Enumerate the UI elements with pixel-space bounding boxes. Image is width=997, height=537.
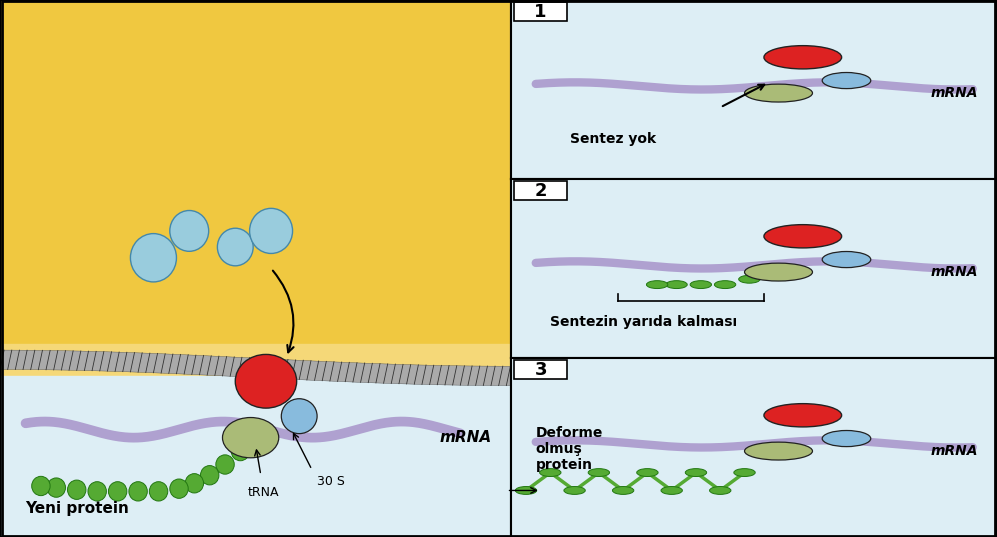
FancyBboxPatch shape [513,2,567,21]
Circle shape [88,482,107,501]
Ellipse shape [745,263,813,281]
Text: Sentez yok: Sentez yok [569,132,656,146]
Text: mRNA: mRNA [930,265,978,279]
Circle shape [169,479,188,498]
Text: tRNA: tRNA [247,486,279,499]
Ellipse shape [823,251,870,267]
Ellipse shape [235,354,297,408]
Ellipse shape [222,418,279,458]
Ellipse shape [745,84,813,102]
Text: Yeni protein: Yeni protein [26,500,130,516]
Text: 3: 3 [534,361,546,379]
Circle shape [150,482,167,501]
Circle shape [612,487,634,495]
Circle shape [710,487,731,495]
Text: Sentezin yarıda kalması: Sentezin yarıda kalması [550,315,738,329]
Circle shape [47,478,66,497]
Text: 2: 2 [534,182,546,200]
Circle shape [231,441,249,461]
Circle shape [200,466,219,485]
Circle shape [32,476,50,496]
Circle shape [715,281,736,288]
Circle shape [68,480,86,499]
Circle shape [169,211,208,251]
Circle shape [217,228,253,266]
Ellipse shape [764,224,841,248]
Circle shape [129,482,148,501]
Circle shape [637,469,658,476]
Text: mRNA: mRNA [930,444,978,458]
Text: 1: 1 [534,3,546,20]
Ellipse shape [764,404,841,427]
Circle shape [109,482,127,501]
Circle shape [685,469,707,476]
Circle shape [539,469,561,476]
Ellipse shape [745,442,813,460]
Circle shape [646,281,668,288]
FancyBboxPatch shape [513,181,567,200]
Circle shape [249,208,292,253]
Text: Deforme
olmuş
protein: Deforme olmuş protein [535,426,603,473]
FancyBboxPatch shape [513,360,567,380]
Circle shape [734,469,755,476]
FancyArrowPatch shape [273,271,293,352]
Text: 30 S: 30 S [317,475,345,488]
Circle shape [661,487,682,495]
Circle shape [131,234,176,282]
Circle shape [564,487,585,495]
Circle shape [739,275,760,283]
Circle shape [690,281,712,288]
Ellipse shape [823,431,870,447]
Text: mRNA: mRNA [440,430,492,445]
Polygon shape [0,350,511,386]
Circle shape [588,469,609,476]
Text: mRNA: mRNA [930,86,978,100]
Circle shape [215,455,234,474]
Circle shape [185,474,203,493]
Ellipse shape [281,398,317,434]
Ellipse shape [764,46,841,69]
Ellipse shape [823,72,870,89]
Circle shape [666,281,687,288]
Circle shape [515,487,536,495]
